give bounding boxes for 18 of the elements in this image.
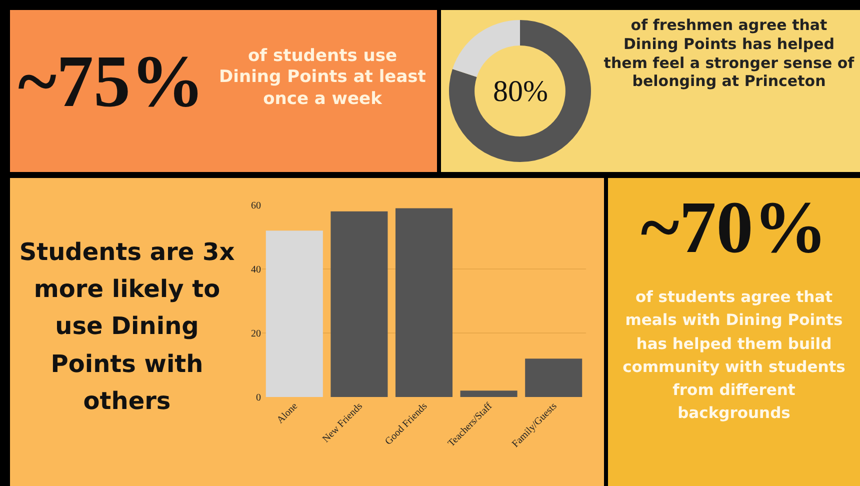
bar — [395, 208, 453, 397]
text: of freshmen agree that Dining Points has helped them feel a stronger sense of belonging at Princeton — [602, 16, 856, 91]
bar — [525, 358, 582, 397]
text: of students use Dining Points at least once a week — [218, 46, 427, 110]
donut-slice — [452, 20, 520, 77]
donut-slice — [449, 20, 591, 162]
text: 80% — [493, 75, 548, 108]
bar — [330, 211, 388, 397]
text: ~75% — [18, 40, 204, 125]
text: ~70% — [640, 186, 828, 271]
text: Students are 3x more likely to use Dining Points with others — [18, 237, 236, 417]
y-tick-label: 20 — [251, 328, 261, 340]
y-tick-label: 40 — [251, 264, 261, 276]
y-tick-label: 0 — [256, 392, 261, 404]
y-tick-label: 60 — [251, 200, 261, 212]
bar — [266, 230, 323, 397]
text: of students agree that meals with Dining Points has helped them build community with students from different backgrounds — [622, 287, 846, 424]
bar — [460, 390, 518, 397]
